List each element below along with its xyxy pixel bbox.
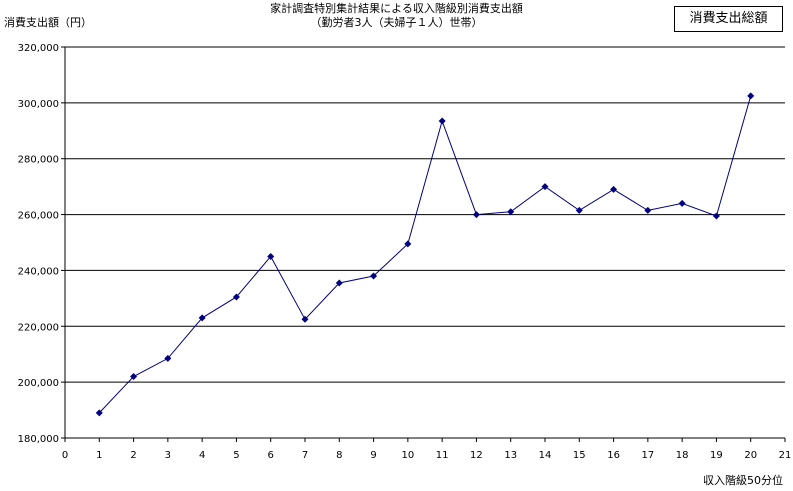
data-point	[575, 206, 583, 214]
data-point	[267, 252, 275, 260]
y-tick-label: 240,000	[18, 266, 59, 277]
y-tick-label: 200,000	[18, 378, 59, 389]
data-point	[678, 199, 686, 207]
axes	[61, 46, 786, 442]
data-point	[747, 92, 755, 100]
y-tick-label: 320,000	[18, 43, 59, 54]
series-plot	[95, 92, 755, 417]
x-tick-label: 19	[710, 450, 723, 461]
x-tick-label: 11	[436, 450, 449, 461]
data-point	[301, 315, 309, 323]
x-axis-label: 収入階級50分位	[703, 474, 783, 487]
data-point	[507, 208, 515, 216]
data-point	[198, 314, 206, 322]
legend: 消費支出総額	[674, 6, 783, 32]
data-point	[438, 117, 446, 125]
data-point	[370, 272, 378, 280]
x-tick-label: 8	[336, 450, 342, 461]
data-point	[472, 211, 480, 219]
data-point	[541, 183, 549, 191]
y-tick-labels: 180,000 200,000 220,000 240,000 260,000 280,0…	[18, 43, 59, 445]
x-tick-label: 9	[370, 450, 376, 461]
y-tick-label: 300,000	[18, 99, 59, 110]
data-point	[404, 240, 412, 248]
x-tick-label: 12	[470, 450, 483, 461]
x-tick-label: 5	[233, 450, 239, 461]
data-point	[130, 373, 138, 381]
y-tick-label: 180,000	[18, 434, 59, 445]
x-tick-label: 7	[302, 450, 308, 461]
x-tick-label: 6	[268, 450, 274, 461]
x-tick-label: 13	[504, 450, 517, 461]
data-point	[164, 354, 172, 362]
x-tick-label: 18	[676, 450, 689, 461]
series-line	[98, 95, 752, 414]
y-tick-label: 220,000	[18, 322, 59, 333]
x-tick-label: 14	[539, 450, 552, 461]
data-point	[712, 212, 720, 220]
y-tick-label: 280,000	[18, 155, 59, 166]
x-tick-labels: 0 1 2 3 4 5 6 7 8 9 10 11 12 13 14 15 16 17 18 19 20 21	[62, 450, 792, 461]
data-point	[95, 409, 103, 417]
chart-title: 家計調査特別集計結果による収入階級別消費支出額	[270, 2, 523, 15]
y-axis-label: 消費支出額（円）	[4, 16, 92, 29]
data-point	[335, 279, 343, 287]
x-tick-label: 1	[96, 450, 102, 461]
data-point	[232, 293, 240, 301]
y-tick-label: 260,000	[18, 211, 59, 222]
x-tick-label: 0	[62, 450, 68, 461]
data-point	[644, 206, 652, 214]
x-tick-label: 17	[641, 450, 654, 461]
x-tick-label: 3	[165, 450, 171, 461]
chart-subtitle: （勤労者3人（夫婦子１人）世帯）	[310, 16, 483, 29]
x-tick-label: 4	[199, 450, 205, 461]
x-tick-label: 21	[779, 450, 792, 461]
x-tick-label: 15	[573, 450, 586, 461]
data-point	[610, 185, 618, 193]
gridlines	[65, 46, 785, 383]
x-tick-label: 10	[401, 450, 414, 461]
x-tick-label: 16	[607, 450, 620, 461]
x-tick-label: 20	[744, 450, 757, 461]
x-tick-label: 2	[130, 450, 136, 461]
